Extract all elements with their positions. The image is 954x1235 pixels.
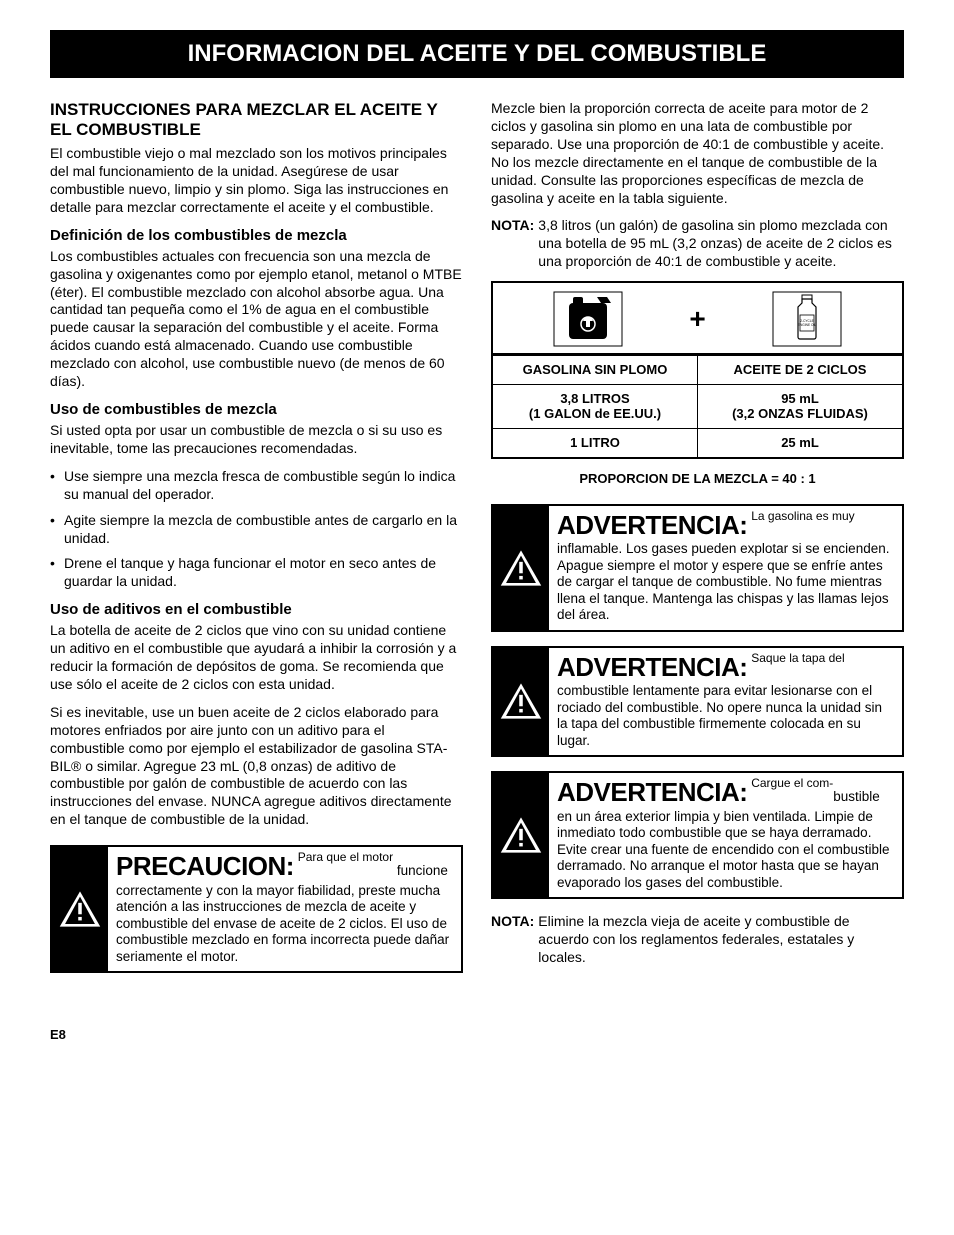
table-cell: 1 LITRO — [493, 429, 697, 457]
list-item: Agite siempre la mezcla de combustible a… — [50, 512, 463, 548]
warning-title: ADVERTENCIA: — [557, 510, 747, 540]
nota-body: Elimine la mezcla vieja de aceite y comb… — [538, 913, 904, 967]
warning-box-1: ADVERTENCIA: La gasolina es muy inflamab… — [491, 504, 904, 632]
warning-triangle-icon — [493, 506, 549, 630]
warning-body: combustible lentamente para evitar lesio… — [557, 683, 882, 747]
warning-lead: Cargue el com- — [751, 776, 833, 790]
table-head-oil: ACEITE DE 2 CICLOS — [697, 356, 902, 384]
two-column-layout: INSTRUCCIONES PARA MEZCLAR EL ACEITE Y E… — [50, 100, 904, 987]
list-item: Drene el tanque y haga funcionar el moto… — [50, 555, 463, 591]
nota-1: NOTA: 3,8 litros (un galón) de gasolina … — [491, 217, 904, 271]
table-cell: 95 mL(3,2 ONZAS FLUIDAS) — [697, 385, 902, 428]
subheading-aditivos: Uso de aditivos en el combustible — [50, 601, 463, 618]
intro-paragraph: El combustible viejo o mal mezclado son … — [50, 145, 463, 217]
nota-label: NOTA: — [491, 217, 534, 271]
aditivos-paragraph-2: Si es inevitable, use un buen aceite de … — [50, 704, 463, 829]
list-item: Use siempre una mezcla fresca de combust… — [50, 468, 463, 504]
warning-triangle-icon — [493, 648, 549, 756]
warning-box-2: ADVERTENCIA: Saque la tapa del combustib… — [491, 646, 904, 758]
section-heading: INSTRUCCIONES PARA MEZCLAR EL ACEITE Y E… — [50, 100, 463, 139]
table-row: 1 LITRO 25 mL — [493, 428, 902, 457]
precaution-title: PRECAUCION: — [116, 851, 294, 881]
nota-body: 3,8 litros (un galón) de gasolina sin pl… — [538, 217, 904, 271]
table-header-row: GASOLINA SIN PLOMO ACEITE DE 2 CICLOS — [493, 355, 902, 384]
cell-line: 3,8 LITROS — [560, 391, 629, 406]
fuel-can-icon — [493, 291, 683, 347]
uso-mezcla-paragraph: Si usted opta por usar un combustible de… — [50, 422, 463, 458]
precaution-box: PRECAUCION: Para que el motor funcione c… — [50, 845, 463, 973]
table-head-gasoline: GASOLINA SIN PLOMO — [493, 356, 697, 384]
table-row: 3,8 LITROS(1 GALON de EE.UU.) 95 mL(3,2 … — [493, 384, 902, 428]
warning-title: ADVERTENCIA: — [557, 652, 747, 682]
subheading-definition: Definición de los combustibles de mezcla — [50, 227, 463, 244]
warning-text: ADVERTENCIA: Saque la tapa del combustib… — [549, 648, 902, 756]
precaution-lead: Para que el motor — [298, 850, 393, 864]
table-cell: 25 mL — [697, 429, 902, 457]
warning-lead: La gasolina es muy — [751, 509, 854, 523]
definition-paragraph: Los combustibles actuales con frecuencia… — [50, 248, 463, 391]
cell-line: (1 GALON de EE.UU.) — [529, 406, 661, 421]
nota-label: NOTA: — [491, 913, 534, 967]
page-number: E8 — [50, 1027, 904, 1042]
svg-text:ENGINE OIL: ENGINE OIL — [798, 323, 816, 327]
warning-body: inflamable. Los gases pueden explotar si… — [557, 541, 889, 622]
bullet-list: Use siempre una mezcla fresca de combust… — [50, 468, 463, 591]
plus-icon: + — [683, 303, 713, 335]
precaution-text: PRECAUCION: Para que el motor funcione c… — [108, 847, 461, 971]
mix-instructions: Mezcle bien la proporción correcta de ac… — [491, 100, 904, 207]
oil-bottle-icon: 2-CYCLE ENGINE OIL — [713, 291, 903, 347]
cell-line: (3,2 ONZAS FLUIDAS) — [732, 406, 868, 421]
warning-lead: Saque la tapa del — [751, 651, 844, 665]
table-cell: 3,8 LITROS(1 GALON de EE.UU.) — [493, 385, 697, 428]
warning-title: ADVERTENCIA: — [557, 777, 747, 807]
warning-triangle-icon — [52, 847, 108, 971]
aditivos-paragraph-1: La botella de aceite de 2 ciclos que vin… — [50, 622, 463, 694]
title-bar: INFORMACION DEL ACEITE Y DEL COMBUSTIBLE — [50, 30, 904, 78]
subheading-uso-mezcla: Uso de combustibles de mezcla — [50, 401, 463, 418]
mix-ratio-caption: PROPORCION DE LA MEZCLA = 40 : 1 — [491, 471, 904, 486]
cell-line: 95 mL — [781, 391, 819, 406]
warning-text: ADVERTENCIA: La gasolina es muy inflamab… — [549, 506, 902, 630]
warning-box-3: ADVERTENCIA: Cargue el com-bustible en u… — [491, 771, 904, 899]
mixing-ratio-table: + 2-CYCLE ENGINE OIL GASOLINA SIN PLOMO … — [491, 281, 904, 458]
table-icon-row: + 2-CYCLE ENGINE OIL — [493, 283, 902, 355]
left-column: INSTRUCCIONES PARA MEZCLAR EL ACEITE Y E… — [50, 100, 463, 987]
warning-text: ADVERTENCIA: Cargue el com-bustible en u… — [549, 773, 902, 897]
right-column: Mezcle bien la proporción correcta de ac… — [491, 100, 904, 987]
warning-triangle-icon — [493, 773, 549, 897]
nota-2: NOTA: Elimine la mezcla vieja de aceite … — [491, 913, 904, 967]
